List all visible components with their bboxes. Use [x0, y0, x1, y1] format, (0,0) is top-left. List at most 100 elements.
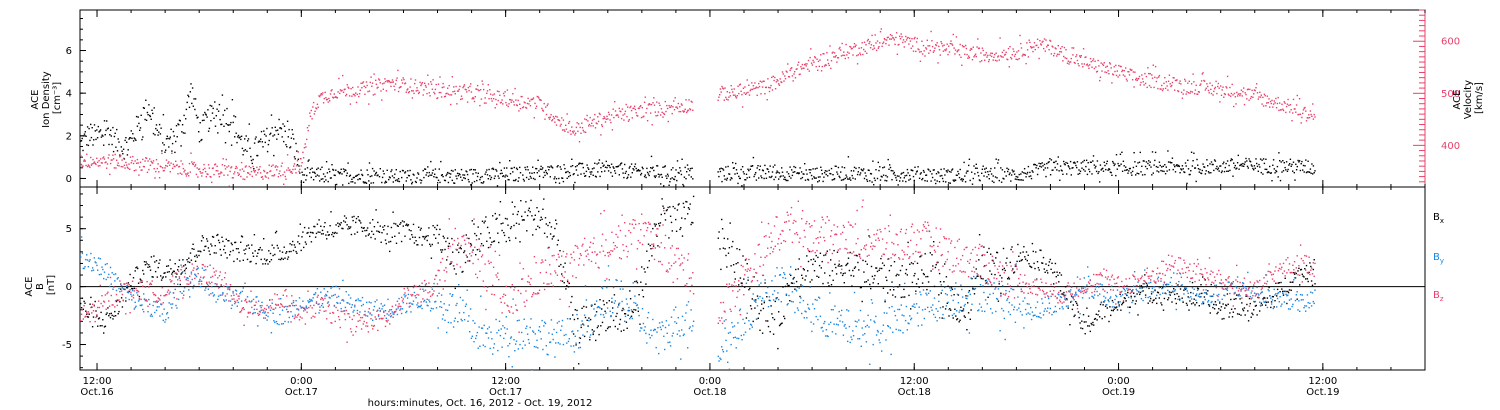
bx-point [366, 229, 368, 232]
velocity-point [487, 84, 489, 86]
density-point [1249, 160, 1251, 162]
density-point [807, 179, 810, 181]
bx-point [1240, 314, 1242, 316]
velocity-point [318, 95, 320, 97]
velocity-point [916, 37, 918, 40]
bx-point [1104, 316, 1106, 318]
density-point [420, 179, 423, 182]
velocity-point [333, 93, 335, 95]
bx-point [1213, 308, 1216, 310]
velocity-point [874, 34, 876, 36]
velocity-point [565, 128, 568, 130]
density-point [408, 175, 411, 177]
density-point [1256, 165, 1259, 168]
bx-point [658, 222, 660, 225]
velocity-point [443, 96, 446, 98]
bx-point [1123, 297, 1126, 299]
velocity-point [1161, 89, 1164, 92]
density-point [899, 177, 902, 179]
density-point [565, 171, 568, 173]
by-point [80, 236, 83, 238]
density-point [748, 169, 750, 172]
bx-point [607, 326, 610, 328]
density-point [324, 175, 326, 178]
velocity-point [1215, 80, 1217, 83]
density-point [375, 171, 378, 174]
velocity-point [999, 37, 1001, 39]
density-point [332, 169, 335, 171]
velocity-point [1302, 109, 1305, 111]
bx-point [824, 254, 827, 256]
bx-point [94, 300, 96, 303]
density-point [1122, 160, 1125, 162]
density-point [358, 173, 360, 176]
density-point [1287, 168, 1289, 171]
density-point [576, 165, 578, 167]
velocity-point [1005, 51, 1007, 53]
velocity-point [320, 93, 322, 95]
bx-point [771, 313, 773, 315]
density-point [892, 170, 894, 172]
density-point [981, 172, 983, 174]
velocity-point [1310, 113, 1312, 116]
bx-point [813, 270, 816, 272]
bx-point [823, 254, 825, 257]
velocity-point [438, 91, 440, 94]
density-point [784, 176, 786, 178]
bx-point [555, 219, 557, 221]
velocity-point [895, 36, 897, 39]
bx-point [879, 267, 881, 270]
velocity-point [643, 115, 645, 117]
velocity-point [821, 65, 823, 68]
velocity-point [765, 86, 768, 89]
bx-point [397, 225, 399, 227]
bx-point [660, 213, 662, 216]
velocity-point [93, 162, 95, 164]
bx-point [1223, 317, 1225, 320]
bx-point [458, 251, 460, 254]
bx-point [1205, 292, 1207, 294]
velocity-point [1085, 56, 1087, 58]
bx-point [445, 240, 447, 243]
density-point [526, 166, 529, 168]
density-point [371, 167, 374, 170]
density-point [214, 101, 216, 103]
velocity-point [1049, 40, 1052, 42]
velocity-point [1176, 79, 1178, 81]
velocity-point [549, 116, 551, 118]
velocity-point [610, 114, 613, 116]
bx-point [1077, 311, 1080, 313]
velocity-point [848, 52, 850, 54]
bx-point [100, 311, 102, 314]
velocity-point [928, 52, 930, 54]
density-point [1133, 152, 1135, 154]
density-point [415, 181, 417, 184]
density-point [189, 91, 191, 93]
velocity-point [447, 93, 450, 95]
density-point [847, 156, 850, 158]
bx-point [1023, 246, 1025, 248]
bx-point [871, 275, 874, 278]
velocity-point [522, 106, 525, 108]
density-point [360, 169, 362, 171]
velocity-point [122, 157, 125, 160]
density-point [500, 169, 502, 172]
velocity-point [1086, 63, 1089, 65]
bx-point [492, 215, 494, 217]
velocity-point [1017, 58, 1019, 61]
density-point [235, 132, 237, 134]
density-point [364, 181, 366, 183]
bx-point [254, 250, 256, 252]
bx-point [455, 273, 457, 275]
velocity-point [112, 158, 115, 160]
bx-point [412, 236, 414, 238]
bx-point [1018, 260, 1021, 262]
density-point [227, 124, 229, 126]
bx-point [368, 233, 370, 235]
bx-point [1152, 299, 1154, 302]
bx-point [240, 235, 243, 237]
density-point [161, 150, 163, 152]
velocity-point [886, 36, 889, 39]
velocity-point [84, 160, 86, 162]
bx-point [900, 296, 902, 299]
